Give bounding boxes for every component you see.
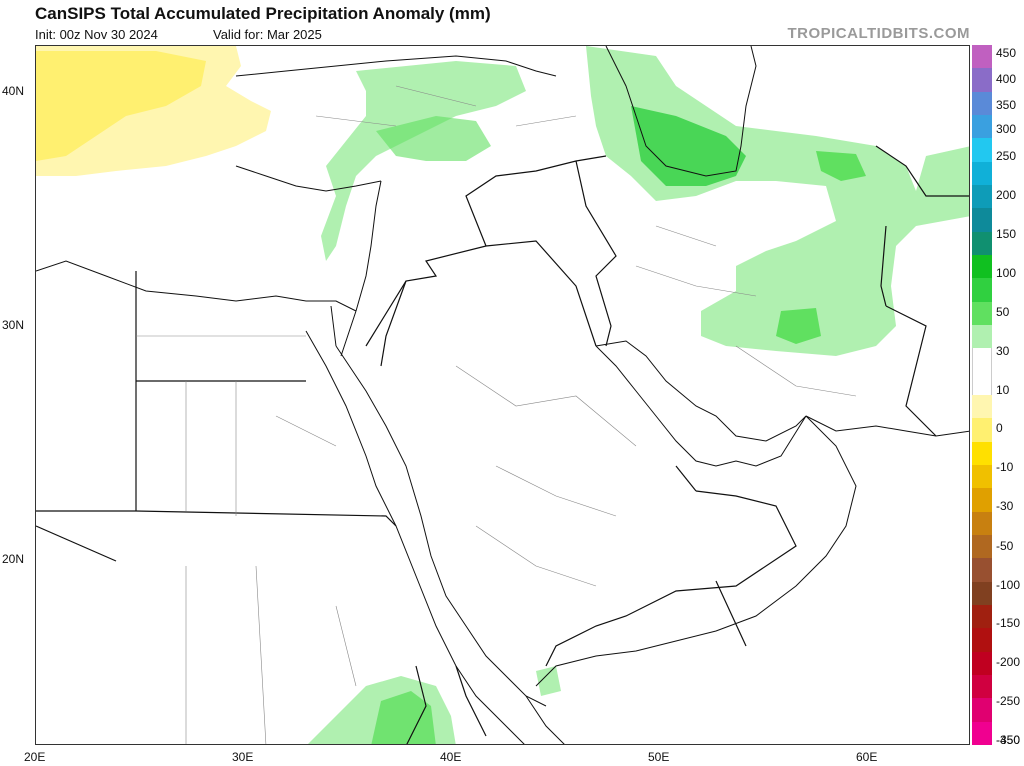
colorbar-segment [972,301,992,325]
colorbar-segment [972,721,992,745]
colorbar-label: 0 [996,421,1003,435]
colorbar-label: -100 [996,578,1021,592]
colorbar-label: -30 [996,499,1014,513]
init-time: Init: 00z Nov 30 2024 [35,27,158,42]
colorbar-segment [972,68,992,92]
colorbar-label: 30 [996,344,1010,358]
lon-label-60e: 60E [856,750,878,764]
colorbar-label: -200 [996,655,1021,669]
colorbar-label: -250 [996,694,1021,708]
colorbar-label: -50 [996,539,1014,553]
anomaly-area-iran-core2 [816,151,866,181]
lon-label-50e: 50E [648,750,670,764]
colorbar-label: -450 [996,733,1021,747]
colorbar-segment [972,464,992,489]
colorbar-segment [972,604,992,629]
colorbar-segment [972,208,992,232]
colorbar-segment [972,161,992,185]
anomaly-area-balkans-core [36,51,206,161]
colorbar-segment [972,674,992,699]
anomaly-area-turkey [321,61,526,261]
province-borders [136,85,857,744]
colorbar-segment [972,45,992,69]
colorbar-segment [972,91,992,115]
colorbar-segment [972,534,992,559]
colorbar-segment [972,441,992,465]
precip-anomaly-map [35,45,970,745]
colorbar-segment [972,278,992,302]
colorbar-label: 450 [996,46,1017,60]
colorbar-label: -150 [996,616,1021,630]
colorbar-segment [972,371,992,395]
colorbar-segment [972,651,992,675]
colorbar-label: 300 [996,122,1017,136]
colorbar-segment [972,138,992,162]
coastlines [36,46,969,744]
national-borders [36,145,969,744]
colorbar-segment [972,511,992,535]
colorbar-segment [972,558,992,582]
colorbar-segment [972,184,992,209]
colorbar-segment [972,254,992,279]
colorbar-label: 10 [996,383,1010,397]
anomaly-area-turkey-core [376,116,491,161]
colorbar-label: 400 [996,72,1017,86]
lat-label-20n: 20N [2,552,25,566]
lon-label-30e: 30E [232,750,254,764]
colorbar-segment [972,698,992,722]
colorbar-label: 50 [996,305,1010,319]
colorbar-segment [972,628,992,652]
colorbar-segment [972,114,992,139]
anomaly-area-iran-core [776,308,821,344]
colorbar-segment [972,231,992,255]
site-watermark: TROPICALTIDBITS.COM [787,25,970,42]
anomaly-area-ethiopia-core [371,691,436,744]
map-title: CanSIPS Total Accumulated Precipitation … [35,4,491,23]
lat-label-40n: 40N [2,84,25,98]
colorbar-segment [972,348,992,372]
lon-label-40e: 40E [440,750,462,764]
valid-time: Valid for: Mar 2025 [213,27,322,42]
colorbar-label: 150 [996,227,1017,241]
colorbar-segment [972,488,992,512]
colorbar-segment [972,324,992,349]
colorbar-label: -350 [996,733,1021,747]
colorbar-label: 100 [996,266,1017,280]
colorbar-segment [972,394,992,419]
colorbar [972,45,992,745]
anomaly-area-caspian-core [631,106,746,186]
colorbar-label: 200 [996,188,1017,202]
lon-label-20e: 20E [24,750,46,764]
lat-label-30n: 30N [2,318,25,332]
colorbar-segment [972,418,992,442]
colorbar-segment [972,581,992,605]
colorbar-label: -10 [996,460,1014,474]
anomaly-area-yemen [536,666,561,696]
colorbar-label: 350 [996,98,1017,112]
map-canvas [36,46,969,744]
colorbar-label: 250 [996,149,1017,163]
anomaly-area-caspian [586,46,969,356]
